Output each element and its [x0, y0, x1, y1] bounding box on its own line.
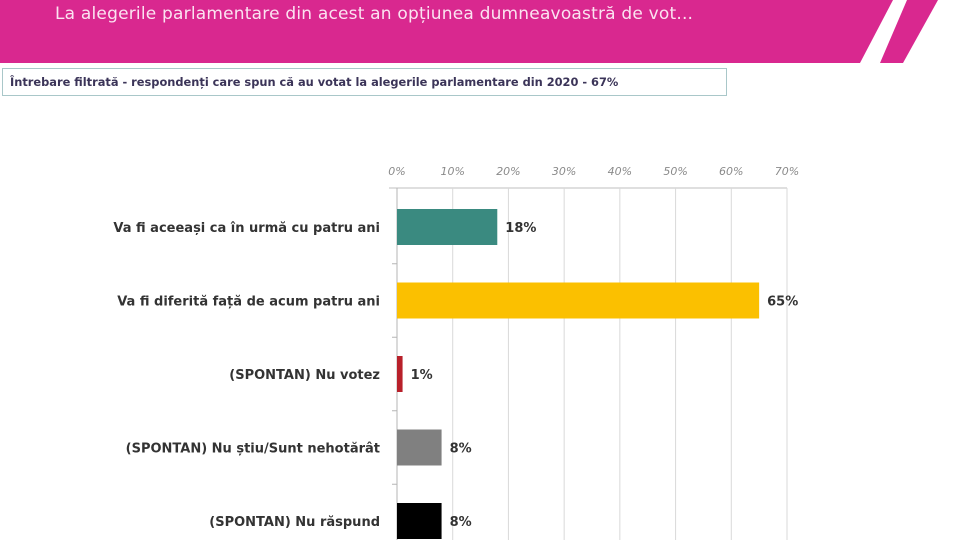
bar — [397, 429, 442, 466]
value-label: 1% — [411, 368, 433, 383]
category-label: Va fi aceeași ca în urmă cu patru ani — [113, 221, 380, 236]
x-tick-label: 0% — [388, 165, 405, 178]
grid — [389, 187, 788, 540]
x-tick-label: 30% — [552, 165, 576, 178]
x-tick-label: 10% — [440, 165, 464, 178]
value-label: 8% — [450, 442, 472, 457]
bar — [397, 503, 442, 539]
x-tick-label: 40% — [608, 165, 632, 178]
category-label: (SPONTAN) Nu votez — [229, 368, 380, 383]
x-axis-ticks: 0% 10% 20% 30% 40% 50% 60% 70% — [388, 165, 799, 178]
header-stripe-decoration — [880, 0, 938, 63]
header-background — [0, 0, 893, 63]
x-tick-label: 60% — [719, 165, 743, 178]
value-label: 18% — [505, 221, 536, 236]
bar — [397, 356, 403, 392]
bar-chart: 0% 10% 20% 30% 40% 50% 60% 70% Va fi aceeași ca… — [113, 165, 799, 540]
value-labels: 18% 65% 1% 8% 8% — [411, 221, 799, 530]
category-labels: Va fi aceeași ca în urmă cu patru ani Va … — [113, 221, 380, 530]
value-label: 8% — [450, 515, 472, 530]
x-tick-label: 70% — [775, 165, 799, 178]
category-label: (SPONTAN) Nu știu/Sunt nehotărât — [126, 442, 380, 457]
header-band — [0, 0, 938, 63]
x-tick-label: 50% — [663, 165, 687, 178]
bar — [397, 282, 760, 319]
page-title: La alegerile parlamentare din acest an o… — [55, 4, 694, 24]
bar — [397, 209, 498, 245]
filter-note: Întrebare filtrată - respondenți care sp… — [2, 68, 727, 96]
x-tick-label: 20% — [496, 165, 520, 178]
category-label: Va fi diferită față de acum patru ani — [117, 295, 380, 310]
bars — [397, 209, 760, 539]
category-label: (SPONTAN) Nu răspund — [209, 515, 380, 530]
value-label: 65% — [767, 295, 798, 310]
